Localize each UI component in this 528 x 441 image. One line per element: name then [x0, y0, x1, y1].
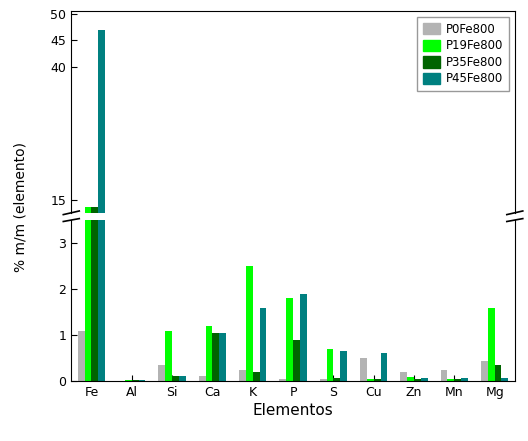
Bar — [139, 380, 146, 381]
Bar — [488, 308, 495, 381]
Bar — [481, 361, 488, 381]
Bar — [91, 207, 98, 279]
Bar — [300, 294, 307, 381]
Bar — [253, 372, 260, 381]
Bar — [400, 372, 407, 381]
Bar — [253, 278, 260, 279]
Bar — [286, 269, 293, 279]
Bar — [78, 273, 84, 279]
Bar — [488, 271, 495, 279]
Bar — [461, 378, 468, 381]
Bar — [319, 379, 326, 381]
Bar — [481, 277, 488, 279]
Bar — [260, 271, 267, 279]
Bar — [360, 359, 367, 381]
Bar — [199, 376, 205, 381]
Bar — [246, 266, 253, 381]
Bar — [381, 276, 388, 279]
Bar — [91, 0, 98, 381]
Bar — [502, 378, 508, 381]
Bar — [219, 273, 226, 279]
Bar — [78, 331, 84, 381]
Bar — [360, 277, 367, 279]
Bar — [260, 308, 267, 381]
Bar — [84, 207, 91, 279]
Bar — [98, 30, 105, 279]
Bar — [205, 273, 212, 279]
Bar — [165, 273, 172, 279]
Bar — [165, 331, 172, 381]
Bar — [495, 365, 502, 381]
Bar — [279, 379, 286, 381]
Bar — [367, 379, 374, 381]
Bar — [219, 333, 226, 381]
Bar — [172, 376, 179, 381]
Bar — [440, 370, 447, 381]
Bar — [374, 379, 381, 381]
Bar — [326, 276, 333, 279]
Bar — [132, 380, 139, 381]
Bar — [84, 0, 91, 381]
X-axis label: Elementos: Elementos — [253, 404, 333, 419]
Bar — [340, 351, 347, 381]
Bar — [125, 380, 132, 381]
Bar — [158, 365, 165, 381]
Bar — [326, 349, 333, 381]
Bar — [340, 276, 347, 279]
Bar — [212, 333, 219, 381]
Bar — [158, 277, 165, 279]
Bar — [239, 278, 246, 279]
Bar — [300, 269, 307, 279]
Bar — [407, 377, 414, 381]
Bar — [421, 378, 428, 381]
Bar — [98, 0, 105, 381]
Bar — [212, 273, 219, 279]
Bar — [293, 274, 300, 279]
Bar — [447, 379, 454, 381]
Bar — [414, 379, 421, 381]
Bar — [333, 378, 340, 381]
Bar — [400, 278, 407, 279]
Bar — [239, 370, 246, 381]
Bar — [246, 266, 253, 279]
Bar — [179, 376, 186, 381]
Bar — [381, 353, 388, 381]
Bar — [286, 299, 293, 381]
Bar — [454, 379, 461, 381]
Bar — [293, 340, 300, 381]
Bar — [495, 277, 502, 279]
Text: % m/m (elemento): % m/m (elemento) — [13, 142, 27, 272]
Bar — [205, 326, 212, 381]
Legend: P0Fe800, P19Fe800, P35Fe800, P45Fe800: P0Fe800, P19Fe800, P35Fe800, P45Fe800 — [417, 17, 509, 91]
Bar — [440, 278, 447, 279]
